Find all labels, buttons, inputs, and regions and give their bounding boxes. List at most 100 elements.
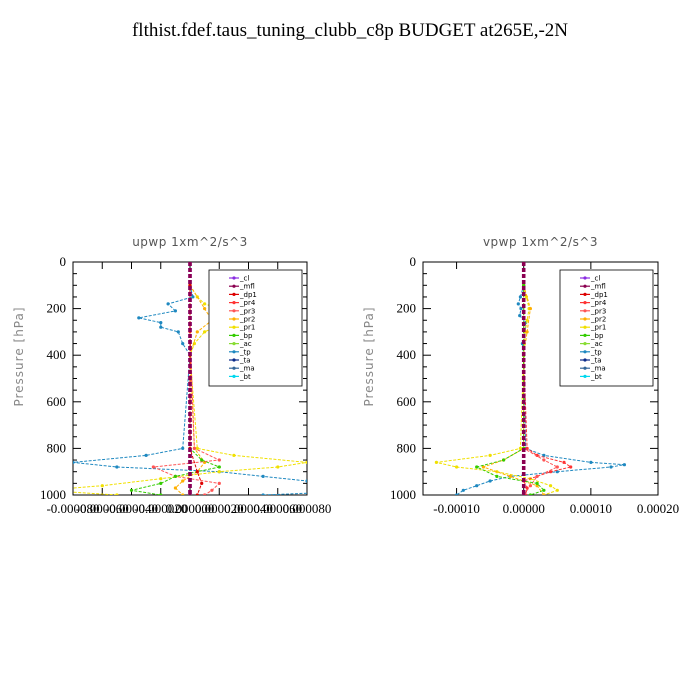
data-point bbox=[519, 307, 523, 311]
legend-marker bbox=[232, 350, 236, 354]
data-point bbox=[261, 493, 265, 495]
legend-entry: _pr1 bbox=[590, 324, 606, 332]
x-tick-label: -0.000040 bbox=[105, 501, 158, 516]
data-point bbox=[217, 458, 221, 462]
data-point bbox=[203, 302, 207, 306]
legend-marker bbox=[583, 317, 587, 321]
data-point bbox=[159, 493, 163, 495]
x-tick-label: -0.000080 bbox=[46, 501, 99, 516]
legend-marker bbox=[583, 292, 587, 296]
legend-marker bbox=[232, 301, 236, 305]
legend-entry: _cl bbox=[590, 275, 600, 283]
data-point bbox=[100, 484, 104, 488]
y-tick-label: 1000 bbox=[40, 487, 66, 502]
data-point bbox=[434, 460, 438, 464]
data-point bbox=[232, 453, 236, 457]
y-tick-label: 1000 bbox=[390, 487, 416, 502]
data-point bbox=[516, 302, 520, 306]
legend-marker bbox=[232, 366, 236, 370]
data-point bbox=[181, 446, 185, 450]
data-point bbox=[508, 474, 512, 478]
page-title: flthist.fdef.taus_tuning_clubb_c8p BUDGE… bbox=[131, 20, 569, 41]
legend-entry: _ta bbox=[239, 357, 251, 365]
legend-marker bbox=[583, 358, 587, 362]
data-point bbox=[475, 484, 479, 488]
data-point bbox=[518, 446, 523, 450]
data-point bbox=[525, 318, 529, 322]
legend-entry: _bp bbox=[590, 332, 604, 340]
data-point bbox=[528, 484, 533, 488]
data-point bbox=[488, 479, 492, 483]
data-point bbox=[195, 446, 199, 450]
data-point bbox=[518, 314, 522, 318]
series-line-pr3 bbox=[523, 285, 559, 495]
y-axis-label: Pressure [hPa] bbox=[12, 306, 26, 406]
data-point bbox=[522, 493, 526, 495]
data-point bbox=[203, 307, 207, 311]
legend-box bbox=[559, 269, 654, 387]
data-point bbox=[159, 481, 163, 485]
data-point bbox=[522, 262, 526, 264]
data-point bbox=[159, 321, 163, 325]
data-point bbox=[535, 484, 539, 488]
legend-entry: _ma bbox=[590, 365, 606, 373]
legend-entry: _mfl bbox=[239, 283, 255, 291]
legend-marker bbox=[232, 358, 236, 362]
data-point bbox=[562, 460, 566, 464]
x-tick-label: 0.000020 bbox=[195, 501, 244, 516]
data-point bbox=[159, 477, 163, 481]
data-point bbox=[181, 342, 185, 346]
legend-marker bbox=[583, 374, 587, 378]
data-point bbox=[481, 465, 485, 469]
data-point bbox=[555, 470, 559, 474]
data-point bbox=[200, 458, 204, 462]
legend-marker bbox=[583, 333, 587, 337]
data-point bbox=[528, 307, 533, 311]
data-point bbox=[305, 460, 307, 464]
data-point bbox=[166, 302, 170, 306]
series-line-pr2 bbox=[481, 285, 545, 495]
x-tick-label: 0.00010 bbox=[570, 501, 612, 516]
legend-entry: _pr2 bbox=[239, 316, 255, 324]
series-line-pr1 bbox=[436, 285, 559, 495]
x-tick-label: 0.000000 bbox=[166, 501, 215, 516]
data-point bbox=[475, 465, 479, 469]
legend-entry: _mfl bbox=[590, 283, 606, 291]
y-tick-label: 600 bbox=[47, 394, 67, 409]
x-tick-label: 0.000040 bbox=[224, 501, 273, 516]
data-point bbox=[181, 493, 185, 495]
data-point bbox=[461, 488, 465, 492]
data-point bbox=[173, 486, 177, 490]
legend-marker bbox=[232, 284, 236, 288]
legend-entry: _cl bbox=[239, 275, 249, 283]
data-point bbox=[195, 330, 199, 334]
data-point bbox=[188, 493, 192, 495]
x-tick-label: -0.00010 bbox=[433, 501, 480, 516]
series-line-pr4 bbox=[523, 285, 572, 495]
y-tick-label: 0 bbox=[60, 254, 67, 269]
data-point bbox=[173, 309, 177, 313]
data-point bbox=[535, 481, 539, 485]
data-point bbox=[173, 474, 177, 478]
legend-entry: _pr3 bbox=[239, 307, 255, 315]
legend-marker bbox=[583, 284, 587, 288]
legend-marker bbox=[232, 374, 236, 378]
data-point bbox=[518, 295, 523, 299]
data-point bbox=[181, 479, 185, 483]
legend-marker bbox=[232, 276, 236, 280]
legend-marker bbox=[583, 350, 587, 354]
x-tick-label: -0.000060 bbox=[76, 501, 129, 516]
data-point bbox=[203, 330, 207, 334]
data-point bbox=[455, 493, 459, 495]
data-point bbox=[589, 460, 593, 464]
legend-entry: _dp1 bbox=[239, 291, 257, 299]
legend-marker bbox=[232, 342, 236, 346]
data-point bbox=[192, 446, 196, 450]
y-tick-label: 200 bbox=[47, 301, 67, 316]
data-point bbox=[210, 488, 214, 492]
legend-marker bbox=[232, 325, 236, 329]
legend-entry: _bt bbox=[239, 373, 251, 381]
data-point bbox=[455, 465, 459, 469]
data-point bbox=[115, 465, 119, 469]
